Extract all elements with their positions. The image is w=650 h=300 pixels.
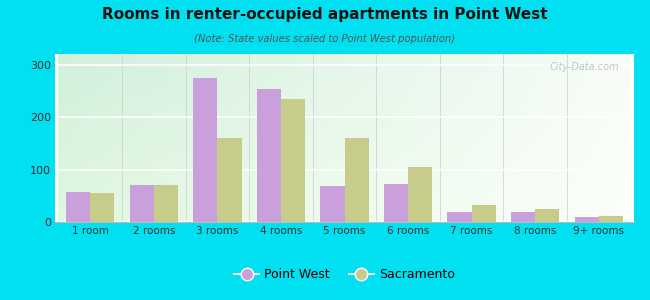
Bar [447,212,472,222]
Bar [575,217,599,222]
Text: Rooms in renter-occupied apartments in Point West: Rooms in renter-occupied apartments in P… [102,8,548,22]
Bar [154,185,178,222]
Text: (Note: State values scaled to Point West population): (Note: State values scaled to Point West… [194,34,456,44]
Bar [320,186,344,222]
Bar [535,209,560,222]
Bar [408,167,432,222]
Bar [90,193,114,222]
Bar [511,212,535,222]
Bar [66,192,90,222]
Bar [129,185,154,222]
Bar [193,78,217,222]
Bar [281,99,305,222]
Bar [344,138,369,222]
Bar [257,89,281,222]
Bar [384,184,408,222]
Bar [599,216,623,222]
Bar [217,138,242,222]
Bar [472,205,496,222]
Text: City-Data.com: City-Data.com [550,62,619,72]
Legend: Point West, Sacramento: Point West, Sacramento [229,263,460,286]
